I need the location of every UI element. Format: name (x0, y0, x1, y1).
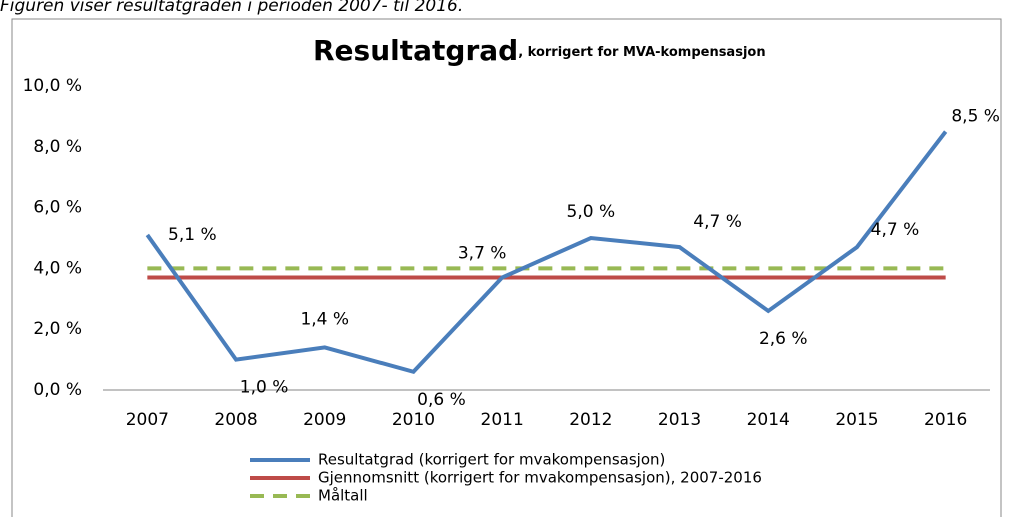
y-tick-label: 2,0 % (33, 319, 82, 339)
data-label: 0,6 % (417, 390, 466, 410)
x-tick-label: 2013 (658, 410, 701, 430)
legend-label: Resultatgrad (korrigert for mvakompensas… (318, 451, 665, 469)
x-tick-label: 2007 (126, 410, 169, 430)
y-tick-label: 10,0 % (23, 76, 82, 96)
chart-heading: Resultatgrad, korrigert for MVA-kompensa… (313, 34, 766, 67)
data-label: 3,7 % (458, 244, 507, 264)
legend-label: Måltall (318, 487, 368, 505)
y-tick-label: 0,0 % (33, 380, 82, 400)
data-label: 8,5 % (951, 107, 1000, 127)
x-tick-label: 2015 (835, 410, 878, 430)
data-label: 2,6 % (759, 329, 808, 349)
x-tick-label: 2011 (481, 410, 524, 430)
x-tick-label: 2010 (392, 410, 435, 430)
x-tick-label: 2014 (747, 410, 790, 430)
caption: Figuren viser resultatgraden i perioden … (0, 0, 463, 16)
x-tick-label: 2009 (303, 410, 346, 430)
x-tick-label: 2008 (214, 410, 257, 430)
data-label: 5,0 % (567, 202, 616, 222)
chart-title: Resultatgrad (313, 34, 518, 67)
series-line (145, 130, 948, 375)
y-tick-label: 4,0 % (33, 258, 82, 278)
chart-subtitle: , korrigert for MVA-kompensasjon (518, 45, 765, 60)
data-label: 5,1 % (168, 225, 217, 245)
chart-frame (11, 18, 1002, 517)
legend-label: Gjennomsnitt (korrigert for mvakompensas… (318, 469, 762, 487)
x-tick-label: 2016 (924, 410, 967, 430)
data-label: 1,4 % (300, 309, 349, 329)
y-tick-label: 8,0 % (33, 137, 82, 157)
data-label: 1,0 % (240, 378, 289, 398)
y-tick-label: 6,0 % (33, 198, 82, 218)
x-tick-label: 2012 (569, 410, 612, 430)
data-label: 4,7 % (693, 212, 742, 232)
data-label: 4,7 % (871, 220, 920, 240)
